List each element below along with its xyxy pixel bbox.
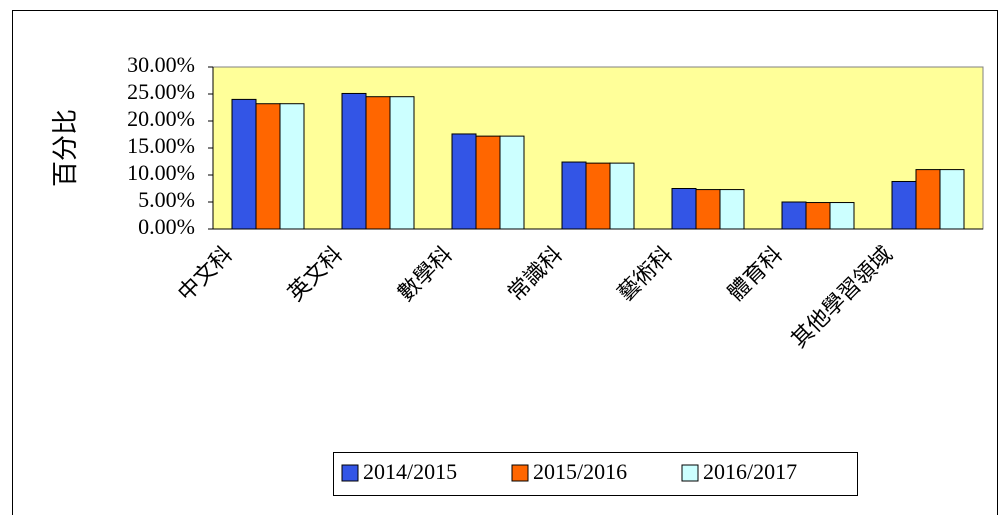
bar [829, 202, 855, 230]
bar [695, 189, 721, 230]
bar [451, 133, 477, 230]
legend-box [333, 452, 858, 496]
bar [915, 169, 941, 230]
legend-swatch [681, 464, 699, 482]
legend-swatch [341, 464, 359, 482]
bar [475, 135, 501, 230]
legend-label: 2016/2017 [703, 459, 797, 484]
bar [891, 180, 917, 230]
bar [561, 161, 587, 230]
legend-swatch [511, 464, 529, 482]
bar [781, 201, 807, 230]
bar [719, 189, 745, 230]
bar [389, 96, 415, 230]
bar [939, 169, 965, 230]
y-tick-label: 15.00% [127, 133, 195, 158]
bar [255, 103, 281, 230]
bar [231, 98, 257, 230]
bar [609, 162, 635, 230]
bar [365, 96, 391, 230]
bar [279, 103, 305, 230]
bar [499, 135, 525, 230]
legend-label: 2014/2015 [363, 459, 457, 484]
bar [341, 92, 367, 230]
y-tick-label: 20.00% [127, 106, 195, 131]
y-tick-label: 25.00% [127, 79, 195, 104]
y-axis-label: 百分比 [51, 109, 80, 187]
bar [671, 188, 697, 230]
y-tick-label: 5.00% [138, 187, 195, 212]
legend-label: 2015/2016 [533, 459, 627, 484]
y-tick-label: 0.00% [138, 214, 195, 239]
y-tick-label: 10.00% [127, 160, 195, 185]
y-tick-label: 30.00% [127, 52, 195, 77]
bar [585, 162, 611, 230]
bar [805, 202, 831, 230]
